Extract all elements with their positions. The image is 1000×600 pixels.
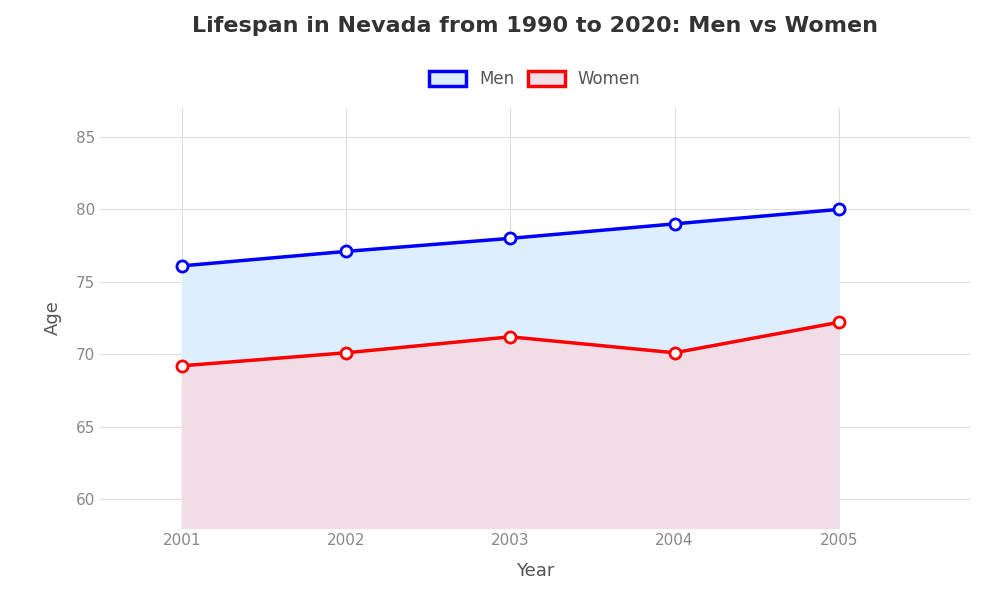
Y-axis label: Age: Age <box>44 301 62 335</box>
Legend: Men, Women: Men, Women <box>421 62 649 97</box>
Title: Lifespan in Nevada from 1990 to 2020: Men vs Women: Lifespan in Nevada from 1990 to 2020: Me… <box>192 16 878 35</box>
X-axis label: Year: Year <box>516 562 554 580</box>
